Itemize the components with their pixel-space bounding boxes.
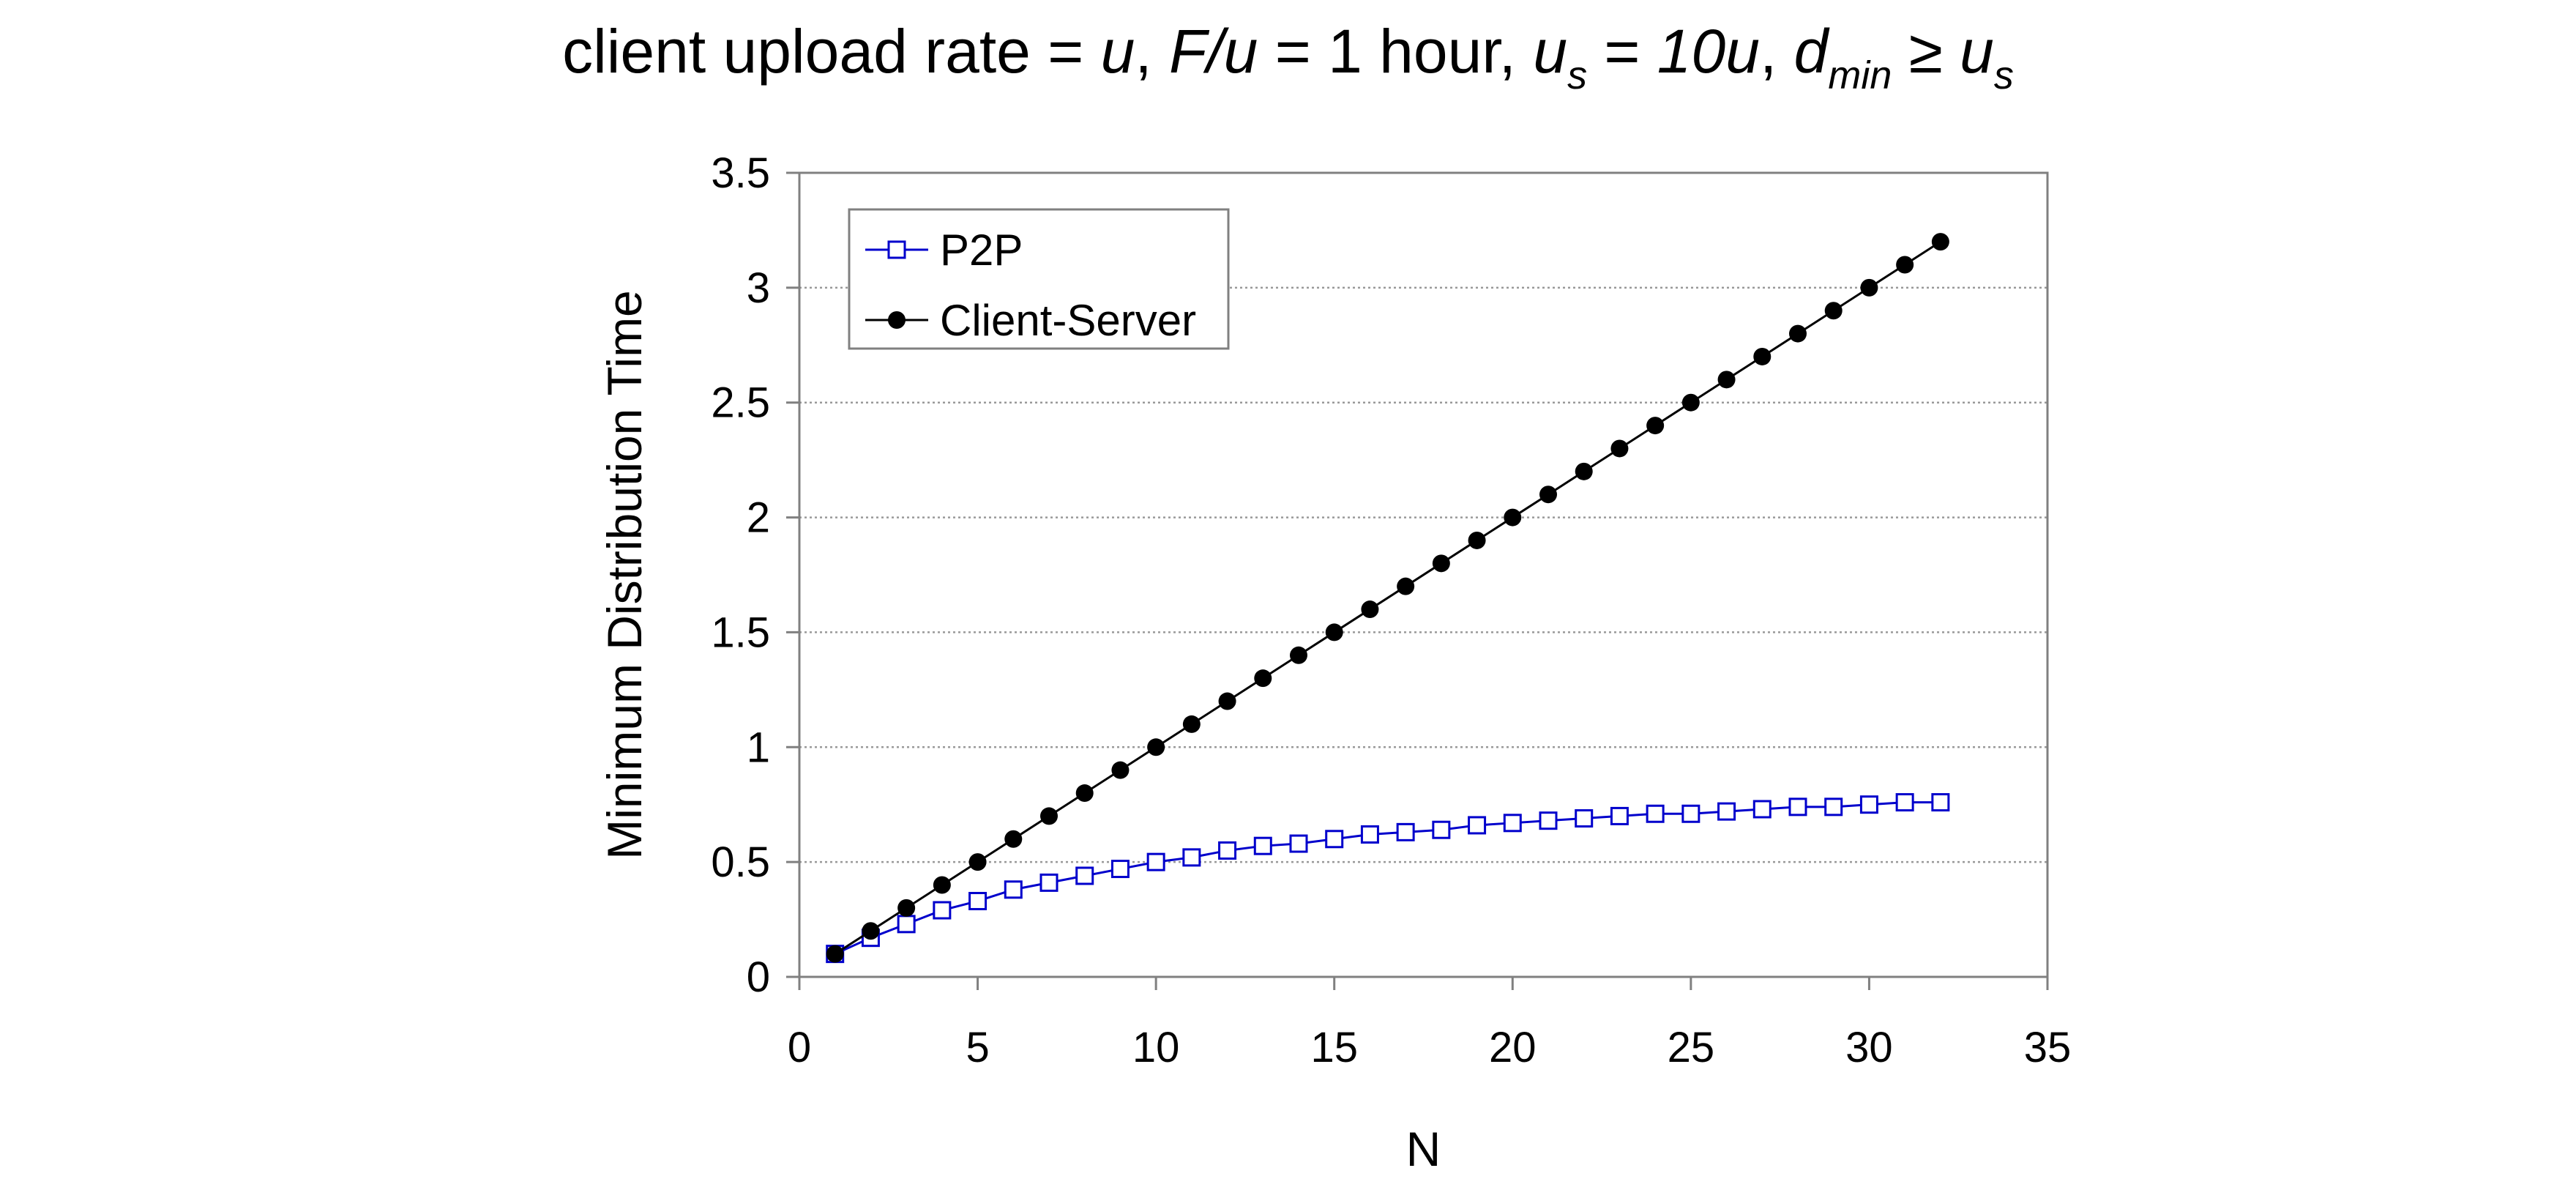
- data-point: [1290, 646, 1307, 664]
- data-point: [968, 853, 987, 871]
- data-point: [1253, 836, 1272, 855]
- series-client-server: [826, 233, 1949, 963]
- data-point: [1468, 816, 1487, 835]
- data-point: [1182, 848, 1201, 867]
- data-point: [897, 899, 916, 917]
- data-point: [1432, 820, 1451, 839]
- y-tick-label: 1: [747, 724, 770, 771]
- data-point: [1432, 554, 1450, 573]
- data-point: [1681, 804, 1700, 823]
- y-tick-label: 0.5: [711, 838, 770, 886]
- data-point: [1254, 669, 1272, 688]
- data-point: [1146, 852, 1165, 871]
- data-point: [1504, 508, 1522, 527]
- y-axis-label: Minimum Distribution Time: [597, 290, 652, 860]
- x-tick-label: 20: [1489, 1024, 1537, 1071]
- data-point: [1610, 439, 1629, 458]
- x-tick-label: 25: [1668, 1024, 1715, 1071]
- data-point: [1753, 347, 1772, 365]
- y-tick-label: 3: [747, 264, 770, 312]
- data-point: [1752, 800, 1772, 819]
- data-point: [1397, 577, 1415, 595]
- data-point: [1360, 825, 1379, 844]
- data-point: [862, 922, 880, 940]
- data-point: [1147, 738, 1165, 756]
- data-point: [1111, 761, 1130, 779]
- data-point: [1396, 822, 1415, 841]
- chart-title: client upload rate = u, F/u = 1 hour, us…: [562, 17, 2014, 97]
- legend-marker: [888, 311, 906, 329]
- x-tick-label: 15: [1310, 1024, 1358, 1071]
- data-point: [1539, 486, 1557, 504]
- data-point: [1325, 830, 1344, 849]
- data-point: [1539, 811, 1558, 830]
- series-layer: [826, 233, 1950, 964]
- data-point: [897, 915, 916, 934]
- data-point: [1289, 834, 1308, 853]
- series-line: [835, 801, 1941, 955]
- legend-item: P2P: [865, 226, 1023, 275]
- legend-box: [848, 208, 1230, 350]
- data-point: [1503, 814, 1522, 833]
- plot-area: [798, 171, 2049, 978]
- data-point: [1325, 623, 1343, 641]
- y-tick-label: 3.5: [711, 149, 770, 197]
- y-tick-label: 0: [747, 953, 770, 1001]
- data-point: [1075, 784, 1094, 803]
- data-point: [1039, 873, 1059, 892]
- data-point: [1717, 371, 1736, 389]
- data-point: [1896, 256, 1914, 274]
- y-tick-label: 2: [747, 494, 770, 542]
- x-tick-label: 0: [788, 1024, 811, 1071]
- legend-label: P2P: [940, 226, 1023, 275]
- legend-item: Client-Server: [865, 296, 1196, 345]
- data-point: [1110, 860, 1130, 879]
- data-point: [1040, 807, 1058, 825]
- data-point: [1646, 417, 1665, 435]
- x-tick-label: 5: [966, 1024, 989, 1071]
- data-point: [1789, 324, 1807, 343]
- x-tick-label: 30: [1845, 1024, 1893, 1071]
- data-point: [1575, 462, 1593, 480]
- data-point: [1859, 795, 1878, 814]
- x-tick-label: 35: [2024, 1024, 2072, 1071]
- y-tick-label: 1.5: [711, 609, 770, 656]
- data-point: [933, 901, 952, 920]
- legend-label: Client-Server: [940, 296, 1196, 345]
- data-point: [1468, 531, 1486, 549]
- x-tick-label: 10: [1132, 1024, 1180, 1071]
- data-point: [1075, 866, 1094, 885]
- x-axis-label: N: [1406, 1122, 1441, 1176]
- data-point: [933, 876, 951, 894]
- y-axis: 0 0.5 1 1.5 2 2.5 3 3.5: [711, 149, 799, 1001]
- data-point: [1931, 233, 1949, 251]
- data-point: [1218, 841, 1237, 860]
- legend: P2P Client-Server: [848, 208, 1230, 350]
- data-point: [1610, 806, 1629, 825]
- x-axis: 0 5 10 15 20 25 30 35: [788, 977, 2071, 1071]
- data-point: [1860, 278, 1878, 297]
- data-point: [1646, 804, 1665, 823]
- data-point: [826, 945, 844, 963]
- y-tick-label: 2.5: [711, 379, 770, 427]
- series-p2p: [826, 793, 1950, 964]
- data-point: [1182, 715, 1201, 733]
- data-point: [1361, 600, 1379, 619]
- data-point: [1895, 793, 1914, 812]
- data-point: [1717, 802, 1736, 821]
- data-point: [1681, 393, 1700, 412]
- data-point: [1218, 692, 1236, 710]
- data-point: [968, 891, 988, 910]
- data-point: [1931, 793, 1950, 812]
- data-point: [1575, 809, 1594, 828]
- data-point: [1004, 830, 1023, 848]
- data-point: [1824, 302, 1843, 320]
- data-point: [1004, 880, 1023, 899]
- data-point: [1788, 797, 1807, 817]
- data-point: [1824, 797, 1843, 817]
- legend-marker: [887, 240, 906, 259]
